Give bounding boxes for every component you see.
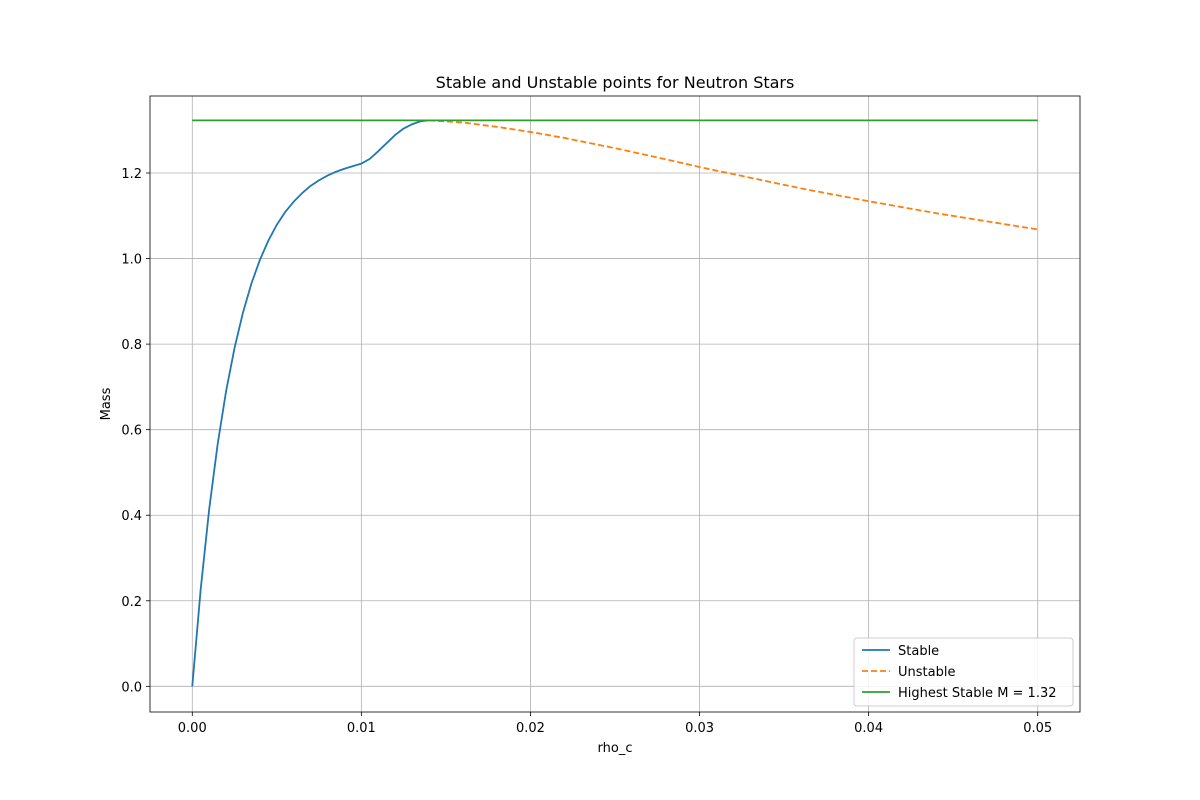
series-line-unstable bbox=[428, 119, 1038, 231]
legend-box bbox=[853, 637, 1074, 707]
chart-title: Stable and Unstable points for Neutron S… bbox=[436, 73, 795, 92]
x-tick-label: 0.04 bbox=[854, 721, 883, 736]
x-tick-label: 0.03 bbox=[685, 721, 714, 736]
y-tick-label: 0.8 bbox=[121, 338, 142, 353]
y-tick-label: 0.2 bbox=[121, 595, 142, 610]
y-axis-label: Mass bbox=[99, 387, 114, 420]
grid bbox=[150, 96, 1080, 712]
legend-label-highest-stable: Highest Stable M = 1.32 bbox=[898, 686, 1057, 701]
series-line-stable bbox=[191, 119, 430, 687]
y-tick-label: 1.0 bbox=[121, 253, 142, 268]
legend-label-stable: Stable bbox=[898, 644, 939, 659]
x-tick-label: 0.00 bbox=[178, 721, 207, 736]
x-tick-label: 0.01 bbox=[347, 721, 376, 736]
y-tick-label: 1.2 bbox=[121, 167, 142, 182]
ticks: 0.00 0.01 0.02 0.03 0.04 0.05 0.0 0.2 0.4 0.6 0.8 1… bbox=[121, 167, 1052, 736]
legend-label-unstable: Unstable bbox=[898, 665, 955, 680]
x-tick-label: 0.02 bbox=[516, 721, 545, 736]
y-tick-label: 0.6 bbox=[121, 424, 142, 439]
y-tick-label: 0.0 bbox=[121, 680, 142, 695]
x-axis-label: rho_c bbox=[598, 741, 633, 756]
series-layer bbox=[191, 119, 1038, 687]
legend: Stable Unstable Highest Stable M = 1.32 bbox=[853, 637, 1074, 707]
x-tick-label: 0.05 bbox=[1023, 721, 1052, 736]
plot-frame bbox=[149, 95, 1081, 713]
y-tick-label: 0.4 bbox=[121, 509, 142, 524]
